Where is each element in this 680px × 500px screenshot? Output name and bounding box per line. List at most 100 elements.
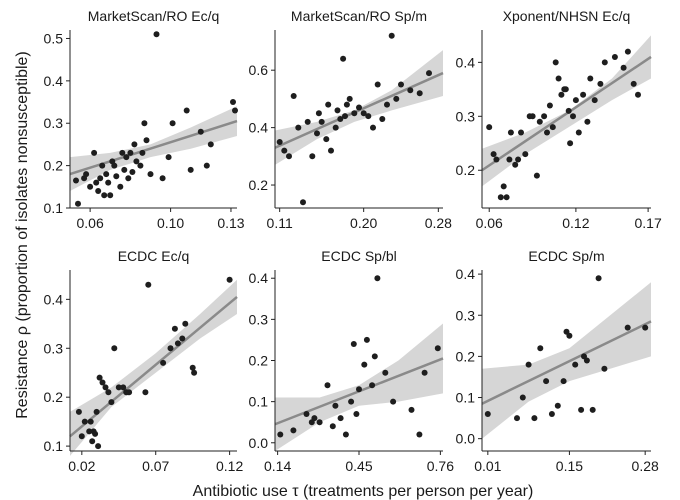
data-point: [635, 91, 641, 98]
data-point: [183, 107, 190, 114]
data-point: [316, 419, 323, 426]
data-point: [73, 177, 79, 184]
data-point: [328, 147, 334, 154]
y-tick-label: 0.2: [44, 158, 64, 174]
data-point: [552, 59, 559, 66]
y-tick-label: 0.0: [249, 435, 269, 451]
data-point: [159, 175, 166, 182]
data-point: [325, 101, 332, 108]
data-point: [382, 369, 389, 376]
data-point: [83, 171, 90, 178]
data-point: [525, 361, 532, 368]
x-tick-label: 0.15: [556, 458, 583, 474]
data-point: [584, 118, 591, 125]
data-point: [601, 59, 608, 66]
data-point: [145, 281, 152, 288]
panel-title: Xponent/NHSN Ec/q: [503, 8, 631, 24]
x-tick-label: 0.28: [425, 215, 452, 231]
data-point: [398, 81, 404, 88]
data-point: [630, 80, 637, 87]
data-point: [562, 86, 569, 93]
data-point: [343, 101, 350, 108]
data-point: [365, 113, 372, 120]
data-point: [537, 345, 544, 352]
data-point: [174, 340, 181, 347]
data-point: [182, 320, 189, 327]
data-point: [486, 124, 493, 131]
confidence-band: [482, 282, 651, 439]
data-point: [340, 55, 347, 62]
data-point: [624, 48, 631, 55]
data-point: [99, 379, 106, 386]
data-point: [416, 431, 423, 438]
panel-title: MarketScan/RO Sp/m: [291, 8, 427, 24]
y-tick-label: 0.2: [249, 353, 269, 369]
data-point: [356, 386, 362, 393]
data-point: [337, 116, 344, 122]
data-point: [91, 149, 98, 156]
data-point: [167, 345, 174, 352]
data-point: [126, 389, 133, 396]
x-tick-label: 0.11: [267, 215, 293, 231]
data-point: [360, 110, 367, 117]
data-point: [137, 162, 144, 169]
data-point: [309, 153, 316, 160]
data-point: [276, 139, 283, 145]
data-point: [575, 129, 582, 136]
data-point: [78, 433, 85, 440]
data-point: [572, 97, 579, 104]
data-point: [131, 141, 138, 148]
x-tick-label: 0.01: [474, 458, 501, 474]
data-point: [127, 149, 134, 156]
data-point: [111, 345, 118, 352]
data-point: [624, 324, 631, 331]
data-point: [133, 158, 140, 165]
x-tick-label: 0.20: [350, 215, 377, 231]
data-point: [567, 140, 574, 147]
y-tick-label: 0.4: [44, 73, 64, 89]
data-point: [125, 175, 132, 182]
data-point: [119, 149, 126, 156]
panel-title: ECDC Sp/bl: [321, 248, 396, 264]
y-tick-label: 0.2: [456, 348, 476, 364]
data-point: [232, 107, 238, 114]
x-tick-label: 0.02: [68, 458, 95, 474]
data-point: [544, 129, 550, 136]
y-tick-label: 0.0: [456, 431, 476, 447]
data-point: [361, 361, 368, 368]
data-point: [549, 124, 556, 131]
y-tick-label: 0.3: [44, 115, 64, 131]
data-point: [597, 80, 604, 87]
data-point: [565, 107, 572, 114]
confidence-band: [482, 35, 651, 187]
y-tick-label: 0.3: [456, 307, 476, 323]
data-point: [207, 141, 214, 148]
data-point: [416, 90, 423, 97]
y-tick-label: 0.2: [249, 177, 269, 193]
data-point: [147, 171, 154, 178]
data-point: [490, 151, 497, 158]
data-point: [506, 156, 513, 163]
y-axis-title: Resistance ρ (proportion of isolates non…: [14, 51, 31, 419]
data-point: [290, 427, 297, 434]
y-tick-label: 0.1: [44, 438, 64, 454]
data-point: [388, 32, 395, 39]
panel-6: ECDC Sp/m 0.0 0.1 0.2 0.3 0.4 0.01 0.15 0.28: [456, 248, 659, 474]
data-point: [111, 162, 118, 169]
data-point: [203, 162, 210, 169]
data-point: [97, 175, 104, 182]
data-point: [497, 194, 504, 201]
data-point: [160, 359, 167, 366]
data-point: [314, 130, 320, 137]
y-tick-label: 0.6: [249, 62, 269, 78]
panel-3: Xponent/NHSN Ec/q 0.2 0.3 0.4 0.06 0.12 0.17: [456, 8, 662, 231]
data-point: [315, 110, 322, 117]
data-point: [518, 129, 524, 136]
data-point: [189, 364, 196, 371]
data-point: [570, 113, 576, 120]
x-tick-label: 0.12: [562, 215, 589, 231]
data-point: [611, 54, 618, 60]
data-point: [546, 102, 553, 109]
data-point: [117, 183, 124, 190]
x-tick-label: 0.07: [142, 458, 169, 474]
